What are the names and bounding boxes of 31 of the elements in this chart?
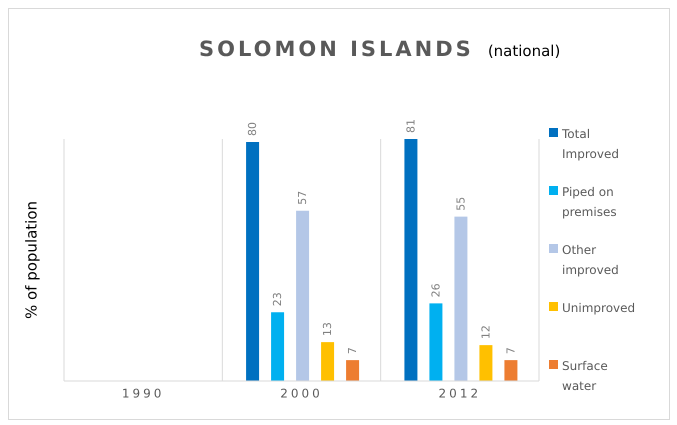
- bar: [429, 303, 442, 381]
- bar: [321, 342, 334, 381]
- data-label: 23: [271, 292, 284, 306]
- data-label: 80: [246, 122, 260, 136]
- bar: [246, 142, 260, 381]
- data-label: 12: [479, 325, 492, 340]
- bar: [404, 139, 418, 381]
- bar: [346, 360, 360, 381]
- legend-label: Surface water: [562, 358, 609, 395]
- bar: [296, 210, 310, 381]
- legend-label: Total Improved: [562, 126, 620, 163]
- data-label: 81: [404, 119, 418, 133]
- data-label: 7: [346, 347, 360, 354]
- bar: [271, 312, 284, 381]
- data-label: 13: [321, 322, 334, 336]
- chart-title: SOLOMON ISLANDS: [199, 37, 474, 61]
- bar: [479, 345, 492, 381]
- y-axis-title: % of population: [22, 200, 40, 320]
- data-label: 57: [296, 190, 310, 205]
- chart-subtitle: (national): [488, 42, 560, 60]
- x-tick-label: 2012: [438, 386, 482, 401]
- bar: [504, 360, 518, 381]
- data-label: 26: [429, 283, 442, 298]
- legend-label: Other improved: [562, 242, 620, 279]
- data-label: 7: [504, 347, 518, 354]
- legend-label: Piped on premises: [562, 184, 618, 221]
- data-label: 55: [454, 196, 468, 211]
- bar: [454, 216, 468, 381]
- x-tick-label: 1990: [122, 386, 164, 401]
- legend-label: Unimproved: [562, 300, 636, 317]
- x-tick-label: 2000: [280, 386, 323, 401]
